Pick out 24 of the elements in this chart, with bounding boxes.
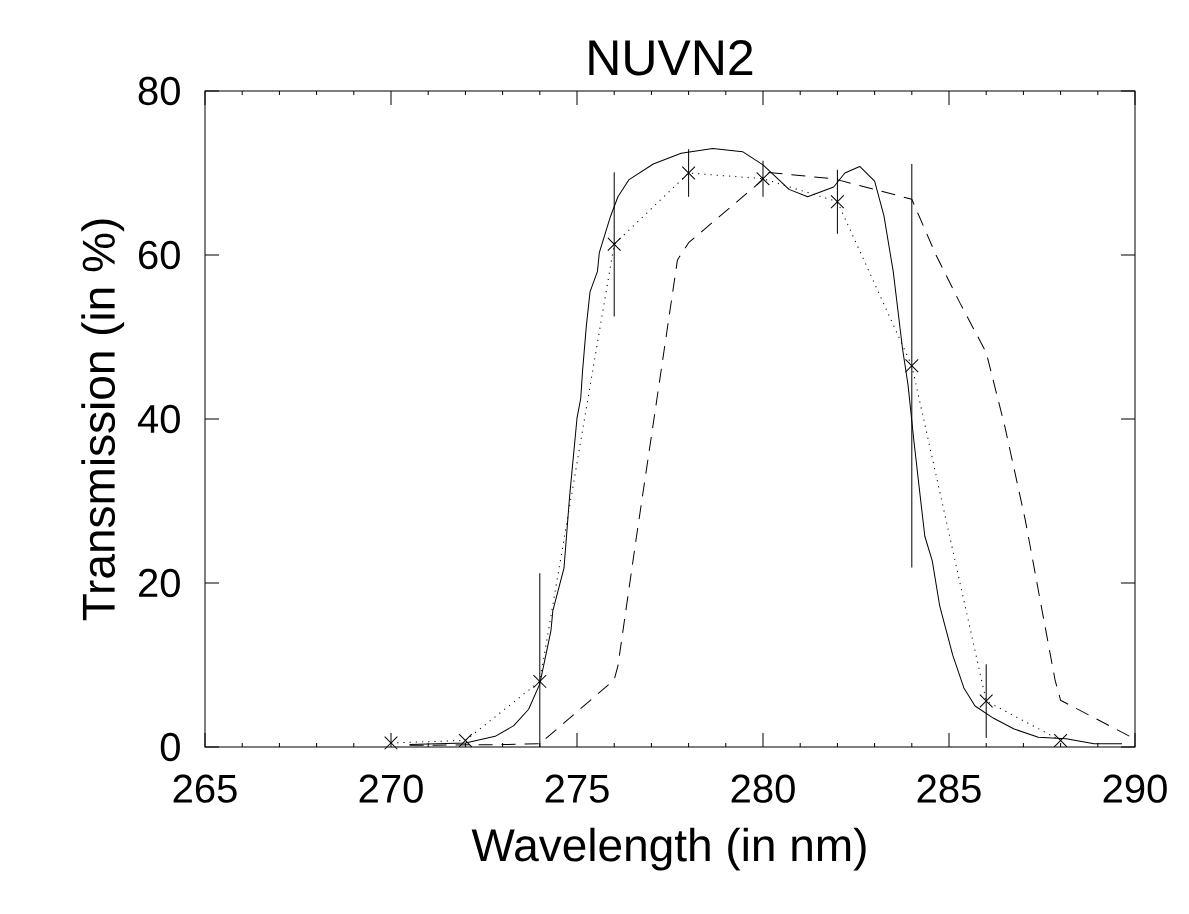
point bbox=[681, 166, 696, 180]
y-tick-label: 40 bbox=[137, 404, 180, 434]
point bbox=[607, 237, 622, 252]
x-tick-label: 285 bbox=[917, 774, 981, 803]
point bbox=[384, 736, 398, 750]
y-axis-title: Transmission (in %) bbox=[81, 219, 125, 621]
x-tick-label: 265 bbox=[173, 774, 237, 803]
point bbox=[979, 694, 994, 708]
x-axis-title: Wavelength (in nm) bbox=[471, 827, 866, 871]
point bbox=[532, 674, 547, 689]
point bbox=[830, 194, 845, 209]
point bbox=[756, 171, 770, 186]
point bbox=[904, 358, 919, 373]
y-tick-label: 20 bbox=[138, 568, 180, 598]
y-tick-label: 80 bbox=[138, 76, 180, 106]
x-tick-label: 270 bbox=[359, 774, 423, 803]
y-tick-label: 60 bbox=[139, 240, 180, 270]
y-tick-label: 0 bbox=[160, 732, 180, 762]
x-tick-label: 275 bbox=[545, 774, 609, 803]
x-tick-label: 280 bbox=[731, 774, 795, 803]
chart-title: NUVN2 bbox=[589, 40, 753, 76]
x-tick-label: 290 bbox=[1103, 774, 1167, 803]
point bbox=[1053, 733, 1068, 748]
point bbox=[458, 733, 473, 748]
